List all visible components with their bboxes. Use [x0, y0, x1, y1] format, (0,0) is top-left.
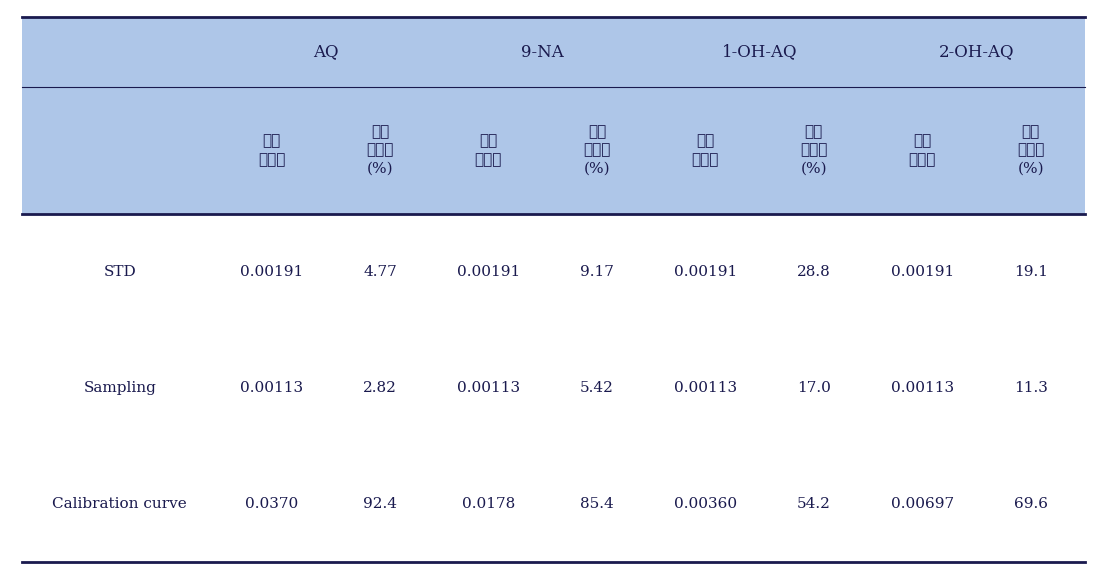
Text: 0.00113: 0.00113	[240, 381, 303, 395]
Text: 상대
기여도
(%): 상대 기여도 (%)	[366, 125, 394, 176]
Text: 상대
불확도: 상대 불확도	[258, 134, 286, 167]
Text: 0.00191: 0.00191	[674, 265, 737, 279]
Text: 0.00360: 0.00360	[674, 497, 737, 511]
Text: Sampling: Sampling	[83, 381, 156, 395]
Text: 상대
기여도
(%): 상대 기여도 (%)	[1017, 125, 1044, 176]
Text: 9-NA: 9-NA	[521, 43, 565, 61]
Text: 17.0: 17.0	[797, 381, 830, 395]
Text: 1-OH-AQ: 1-OH-AQ	[722, 43, 797, 61]
Text: 0.0178: 0.0178	[462, 497, 515, 511]
Text: AQ: AQ	[313, 43, 339, 61]
Text: 9.17: 9.17	[580, 265, 613, 279]
Text: 0.00697: 0.00697	[891, 497, 954, 511]
Text: 상대
기여도
(%): 상대 기여도 (%)	[800, 125, 827, 176]
Text: 19.1: 19.1	[1014, 265, 1047, 279]
FancyBboxPatch shape	[22, 17, 1085, 87]
Text: 54.2: 54.2	[797, 497, 830, 511]
Text: 85.4: 85.4	[580, 497, 613, 511]
Text: Calibration curve: Calibration curve	[52, 497, 187, 511]
Text: 0.00191: 0.00191	[890, 265, 954, 279]
FancyBboxPatch shape	[22, 214, 1085, 562]
Text: 0.00113: 0.00113	[674, 381, 737, 395]
Text: 상대
불확도: 상대 불확도	[475, 134, 503, 167]
Text: 92.4: 92.4	[363, 497, 397, 511]
Text: 0.00113: 0.00113	[457, 381, 520, 395]
Text: 0.0370: 0.0370	[245, 497, 298, 511]
Text: 2.82: 2.82	[363, 381, 397, 395]
FancyBboxPatch shape	[22, 87, 1085, 214]
Text: 0.00191: 0.00191	[240, 265, 303, 279]
Text: 0.00191: 0.00191	[457, 265, 520, 279]
Text: 11.3: 11.3	[1014, 381, 1047, 395]
Text: 상대
불확도: 상대 불확도	[692, 134, 720, 167]
Text: 상대
불확도: 상대 불확도	[909, 134, 935, 167]
Text: 28.8: 28.8	[797, 265, 830, 279]
Text: STD: STD	[103, 265, 136, 279]
Text: 4.77: 4.77	[363, 265, 397, 279]
Text: 69.6: 69.6	[1014, 497, 1047, 511]
Text: 0.00113: 0.00113	[891, 381, 954, 395]
Text: 5.42: 5.42	[580, 381, 613, 395]
Text: 상대
기여도
(%): 상대 기여도 (%)	[583, 125, 611, 176]
Text: 2-OH-AQ: 2-OH-AQ	[939, 43, 1014, 61]
